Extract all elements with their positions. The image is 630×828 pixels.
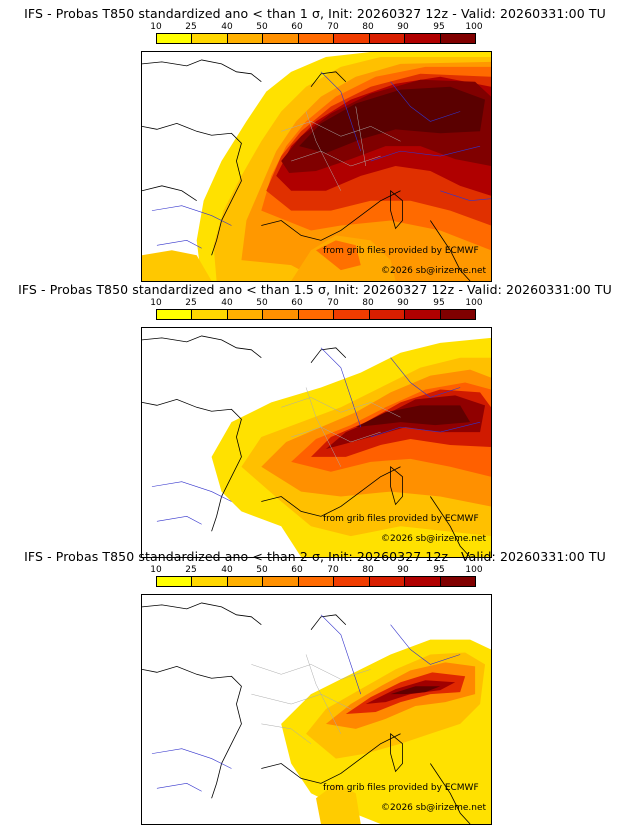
author-credit: ©2026 sb@irizeme.net	[381, 803, 487, 813]
colorbar-tick: 80	[362, 565, 374, 575]
rivers-borders	[151, 71, 491, 249]
probability-map	[141, 51, 492, 282]
source-credit: from grib files provided by ECMWF	[323, 514, 479, 524]
colorbar-segment	[157, 310, 193, 319]
panel-title: IFS - Probas T850 standardized ano < tha…	[24, 6, 606, 21]
colorbar-tick: 60	[291, 22, 303, 32]
probability-map	[141, 594, 492, 825]
colorbar-segment	[157, 577, 193, 586]
colorbar-tick: 25	[185, 565, 197, 575]
colorbar-segment	[263, 577, 299, 586]
colorbar-tick: 90	[397, 565, 409, 575]
colorbar-tick: 50	[256, 298, 268, 308]
probability-shading	[142, 52, 491, 281]
probability-colorbar	[156, 576, 476, 587]
colorbar-tick: 100	[465, 298, 483, 308]
map-canvas	[142, 602, 491, 824]
map-canvas	[142, 52, 491, 281]
forecast-panel-2-sigma: IFS - Probas T850 standardized ano < tha…	[0, 549, 630, 825]
colorbar-tick: 80	[362, 298, 374, 308]
colorbar-tick: 80	[362, 22, 374, 32]
admin-borders	[251, 654, 371, 744]
coastlines	[142, 59, 471, 281]
colorbar-tick: 40	[221, 565, 233, 575]
colorbar-segment	[440, 310, 475, 319]
admin-borders	[281, 387, 401, 467]
colorbar-segment	[369, 577, 406, 586]
colorbar-segment	[334, 34, 370, 43]
colorbar-segment	[157, 34, 193, 43]
colorbar-tick: 90	[397, 22, 409, 32]
colorbar-segment	[298, 34, 335, 43]
colorbar-segment	[405, 577, 441, 586]
author-credit: ©2026 sb@irizeme.net	[381, 534, 487, 544]
colorbar-segment	[334, 577, 370, 586]
colorbar-tick: 25	[185, 22, 197, 32]
colorbar-tick: 95	[433, 22, 445, 32]
source-credit: from grib files provided by ECMWF	[323, 783, 479, 793]
colorbar-segment	[263, 34, 299, 43]
rivers-borders	[151, 614, 461, 792]
coastlines	[142, 602, 471, 824]
probability-shading	[211, 337, 491, 557]
admin-borders	[281, 106, 401, 191]
panel-title: IFS - Probas T850 standardized ano < tha…	[18, 282, 612, 297]
panel-title: IFS - Probas T850 standardized ano < tha…	[24, 549, 606, 564]
colorbar-tick: 40	[221, 22, 233, 32]
colorbar-tick: 100	[465, 22, 483, 32]
colorbar-tick: 40	[221, 298, 233, 308]
colorbar-tick: 50	[256, 565, 268, 575]
colorbar-segment	[405, 310, 441, 319]
map-canvas	[142, 335, 491, 557]
colorbar-tick: 10	[150, 22, 162, 32]
colorbar-segment	[298, 577, 335, 586]
probability-shading	[281, 639, 491, 824]
colorbar-segment	[192, 34, 228, 43]
colorbar-segment	[440, 34, 475, 43]
colorbar-tick: 70	[327, 565, 339, 575]
colorbar-segment	[369, 34, 406, 43]
forecast-panel-1-sigma: IFS - Probas T850 standardized ano < tha…	[0, 6, 630, 282]
probability-colorbar	[156, 309, 476, 320]
colorbar-tick: 95	[433, 565, 445, 575]
rivers-borders	[151, 347, 481, 525]
colorbar-segment	[192, 310, 228, 319]
colorbar-tick: 25	[185, 298, 197, 308]
probability-colorbar	[156, 33, 476, 44]
colorbar-tick: 60	[291, 565, 303, 575]
forecast-panel-1_5-sigma: IFS - Probas T850 standardized ano < tha…	[0, 282, 630, 558]
probability-map	[141, 327, 492, 558]
colorbar-tick: 90	[397, 298, 409, 308]
colorbar-segment	[227, 34, 264, 43]
colorbar-segment	[440, 577, 475, 586]
colorbar-segment	[405, 34, 441, 43]
colorbar-tick: 50	[256, 22, 268, 32]
source-credit: from grib files provided by ECMWF	[323, 246, 479, 256]
colorbar-segment	[298, 310, 335, 319]
colorbar-tick: 95	[433, 298, 445, 308]
colorbar-tick: 60	[291, 298, 303, 308]
colorbar-segment	[334, 310, 370, 319]
colorbar-tick: 10	[150, 298, 162, 308]
colorbar-segment	[263, 310, 299, 319]
colorbar-tick: 70	[327, 22, 339, 32]
colorbar-tick: 70	[327, 298, 339, 308]
author-credit: ©2026 sb@irizeme.net	[381, 266, 487, 276]
colorbar-tick: 10	[150, 565, 162, 575]
colorbar-segment	[227, 577, 264, 586]
colorbar-segment	[369, 310, 406, 319]
colorbar-tick: 100	[465, 565, 483, 575]
colorbar-segment	[192, 577, 228, 586]
colorbar-segment	[227, 310, 264, 319]
